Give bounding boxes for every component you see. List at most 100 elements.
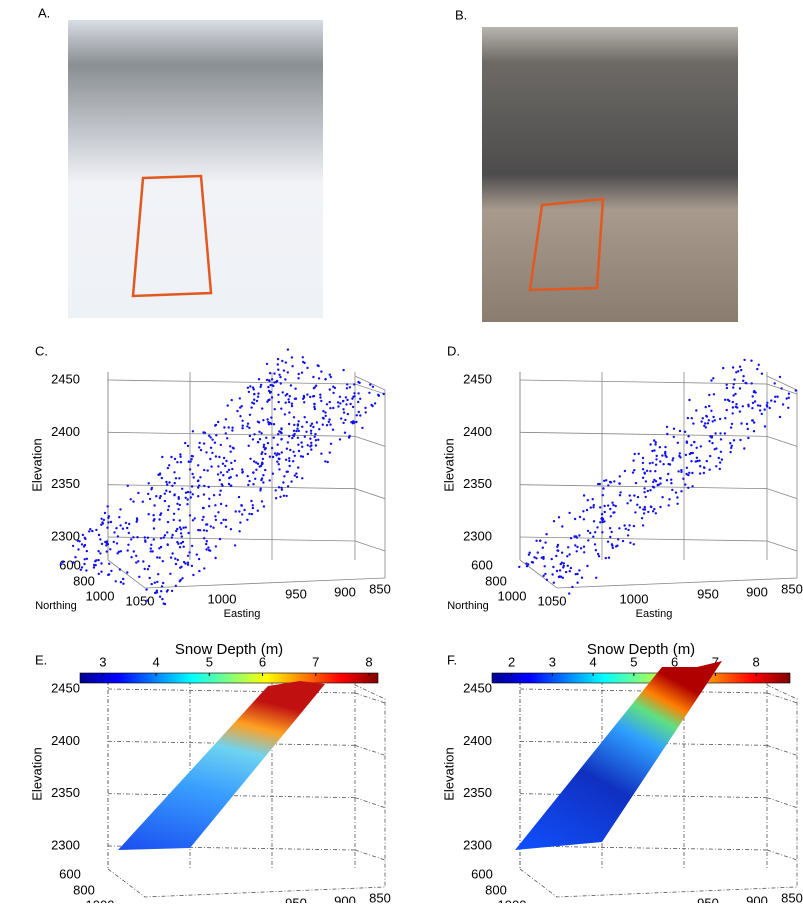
survey-point [294, 455, 296, 457]
survey-point [544, 565, 546, 567]
survey-point [676, 496, 678, 498]
survey-point [280, 487, 282, 489]
survey-point [612, 547, 614, 549]
survey-point [181, 577, 183, 579]
northing-tick-label: 800 [485, 882, 507, 897]
survey-point [107, 517, 109, 519]
survey-point [142, 501, 144, 503]
survey-point [662, 463, 664, 465]
survey-point [726, 409, 728, 411]
survey-point [586, 565, 588, 567]
survey-point [795, 389, 797, 391]
survey-point [156, 591, 158, 593]
survey-point [647, 511, 649, 513]
survey-point [732, 412, 734, 414]
survey-point [611, 502, 613, 504]
survey-point [193, 476, 195, 478]
survey-point [528, 554, 530, 556]
grid-line [520, 794, 767, 798]
survey-point [202, 507, 204, 509]
survey-point [257, 441, 259, 443]
survey-point [285, 495, 287, 497]
survey-point [365, 411, 367, 413]
survey-point [730, 426, 732, 428]
survey-point [312, 395, 314, 397]
survey-point [125, 522, 127, 524]
survey-point [339, 438, 341, 440]
axis-title: Elevation [441, 438, 456, 491]
survey-point [80, 569, 82, 571]
survey-point [603, 520, 605, 522]
survey-point [176, 503, 178, 505]
survey-point [743, 447, 745, 449]
y-tick-label: 2400 [51, 424, 80, 439]
survey-point [686, 467, 688, 469]
panel-label: F. [447, 652, 457, 667]
survey-point [309, 438, 311, 440]
survey-point [369, 383, 371, 385]
survey-point [197, 480, 199, 482]
survey-point [287, 371, 289, 373]
survey-point [221, 485, 223, 487]
survey-point [258, 421, 260, 423]
survey-point [196, 553, 198, 555]
survey-point [552, 566, 554, 568]
survey-point [215, 434, 217, 436]
survey-point [257, 510, 259, 512]
y-tick-label: 2450 [51, 371, 80, 386]
survey-point [187, 498, 189, 500]
survey-point [696, 447, 698, 449]
survey-point [291, 403, 293, 405]
survey-point [537, 551, 539, 553]
survey-point [653, 449, 655, 451]
survey-point [714, 448, 716, 450]
survey-point [556, 546, 558, 548]
survey-point [659, 460, 661, 462]
survey-point [293, 424, 295, 426]
colorbar-tick-label: 3 [549, 654, 556, 669]
survey-point [107, 521, 109, 523]
survey-point [254, 478, 256, 480]
survey-point [117, 535, 119, 537]
panel: D.2300235024002450Elevation6008001000Nor… [441, 343, 802, 619]
panel-label: A. [38, 5, 50, 20]
survey-point [607, 484, 609, 486]
survey-point [313, 387, 315, 389]
survey-point [688, 399, 690, 401]
survey-point [166, 543, 168, 545]
survey-point [324, 378, 326, 380]
survey-point [702, 417, 704, 419]
survey-point [279, 376, 281, 378]
survey-point [313, 406, 315, 408]
survey-point [567, 546, 569, 548]
survey-point [115, 580, 117, 582]
survey-point [189, 514, 191, 516]
survey-point [293, 416, 295, 418]
survey-point [197, 464, 199, 466]
survey-point [747, 428, 749, 430]
survey-point [212, 527, 214, 529]
survey-point [732, 366, 734, 368]
survey-point [619, 491, 621, 493]
survey-point [766, 402, 768, 404]
survey-point [344, 432, 346, 434]
survey-point [180, 461, 182, 463]
survey-point [625, 528, 627, 530]
survey-point [259, 386, 261, 388]
survey-point [248, 427, 250, 429]
survey-point [317, 364, 319, 366]
survey-point [618, 527, 620, 529]
survey-point [113, 541, 115, 543]
survey-point [739, 439, 741, 441]
survey-point [719, 418, 721, 420]
snow-depth-surface [118, 681, 325, 850]
survey-point [167, 589, 169, 591]
colorbar-tick-label: 4 [152, 654, 159, 669]
survey-point [223, 426, 225, 428]
survey-point [590, 506, 592, 508]
survey-point [276, 461, 278, 463]
survey-point [302, 356, 304, 358]
axis-title: Elevation [29, 747, 44, 800]
survey-point [170, 456, 172, 458]
survey-point [574, 518, 576, 520]
